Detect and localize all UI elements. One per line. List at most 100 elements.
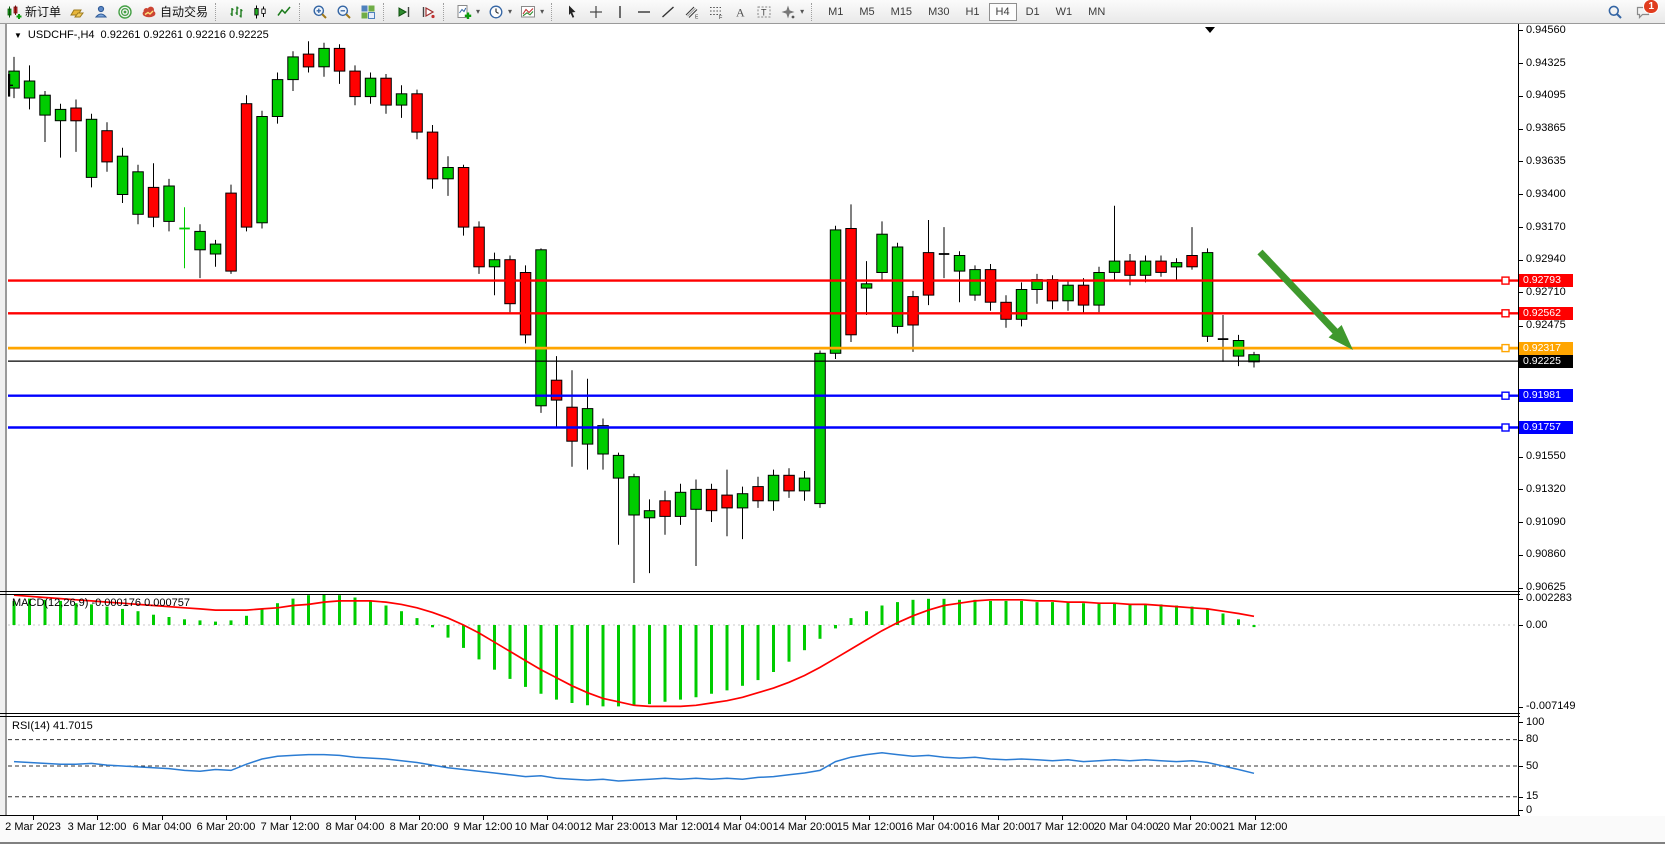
text-label-button[interactable]: T [752,1,776,23]
time-axis-label: 13 Mar 12:00 [643,821,709,833]
time-axis-label: 14 Mar 04:00 [707,821,773,833]
market-watch-button[interactable] [65,1,89,23]
search-icon [1607,4,1623,20]
time-axis-tick [869,816,870,820]
clock-icon [488,4,504,20]
community-button[interactable] [89,1,113,23]
macd-axis-tick [1518,625,1523,626]
price-axis-tick [1518,555,1523,556]
chevron-down-icon[interactable]: ▼ [14,30,22,40]
time-axis-tick [1062,816,1063,820]
price-axis-tick [1518,30,1523,31]
time-axis-label: 8 Mar 04:00 [325,821,385,833]
gold-icon [69,4,85,20]
horizontal-line-button[interactable] [632,1,656,23]
rsi-canvas[interactable] [8,716,1518,815]
trendline-button[interactable] [656,1,680,23]
shapes-button[interactable]: ▾ [776,1,808,23]
price-axis-label: 0.90860 [1526,548,1566,560]
crosshair-icon [588,4,604,20]
timeframe-button-mn[interactable]: MN [1088,5,1106,18]
cursor-button[interactable] [560,1,584,23]
panel-divider[interactable] [0,713,1520,714]
time-axis-tick [998,816,999,820]
new-order-button-label: 新订单 [25,5,62,19]
candlestick-chart-button[interactable] [248,1,272,23]
add-indicator-button[interactable]: ▾ [452,1,484,23]
timeframe-button-h1[interactable]: H1 [965,5,980,18]
time-axis-label: 6 Mar 20:00 [196,821,256,833]
timeframe-button-h4[interactable]: H4 [988,2,1017,21]
time-axis-label: 20 Mar 20:00 [1157,821,1223,833]
price-level-tag: 0.91981 [1519,389,1573,402]
time-axis-tick [1255,816,1256,820]
chevron-down-icon[interactable]: ▾ [508,7,513,16]
text-icon: A [732,4,748,20]
timeframe-button-m1[interactable]: M1 [828,5,844,18]
vertical-line-button[interactable] [608,1,632,23]
zoom-out-icon [336,4,352,20]
macd-canvas[interactable] [8,594,1518,713]
panel-divider[interactable] [0,591,1520,592]
toolbar-separator [299,2,304,21]
chevron-down-icon[interactable]: ▾ [540,7,545,16]
timeframe-button-m30[interactable]: M30 [928,5,950,18]
equidistant-channel-button[interactable]: E [680,1,704,23]
template-icon [520,4,536,20]
price-axis-label: 0.92710 [1526,286,1566,298]
chevron-down-icon[interactable]: ▾ [476,7,481,16]
price-axis-tick [1518,161,1523,162]
signals-button[interactable] [113,1,137,23]
toolbar-separator [443,2,448,21]
price-axis-label: 0.92475 [1526,319,1566,331]
chart-ohlc-values: 0.92261 0.92261 0.92216 0.92225 [100,29,269,41]
time-axis-label: 20 Mar 04:00 [1093,821,1159,833]
price-axis-tick [1518,96,1523,97]
price-axis-tick [1518,129,1523,130]
time-axis-label: 2 Mar 2023 [5,821,61,833]
time-axis-tick [419,816,420,820]
timeframe-button-m15[interactable]: M15 [890,5,913,18]
timeframe-button-d1[interactable]: D1 [1025,5,1040,18]
time-axis-tick [483,816,484,820]
rsi-axis-label: 15 [1526,790,1539,802]
vertical-line-icon [612,4,628,20]
price-axis-label: 0.91320 [1526,483,1566,495]
time-axis-label: 12 Mar 23:00 [579,821,645,833]
time-axis[interactable]: 2 Mar 2023 3 Mar 12:00 6 Mar 04:00 6 Mar 20… [0,816,1665,842]
zoom-in-button[interactable] [308,1,332,23]
chevron-down-icon[interactable]: ▾ [800,7,805,16]
fibonacci-button[interactable]: F [704,1,728,23]
rsi-axis-tick [1518,740,1523,741]
time-axis-tick [676,816,677,820]
new-order-button[interactable]: 新订单 [2,1,65,23]
timeframe-button-m5[interactable]: M5 [859,5,875,18]
line-chart-icon [276,4,292,20]
periods-button[interactable]: ▾ [484,1,516,23]
zoom-out-button[interactable] [332,1,356,23]
bar-chart-button[interactable] [224,1,248,23]
templates-button[interactable]: ▾ [516,1,548,23]
shapes-icon [780,4,796,20]
text-button[interactable]: A [728,1,752,23]
timeframe-button-w1[interactable]: W1 [1055,5,1073,18]
time-axis-tick [740,816,741,820]
crosshair-button[interactable] [584,1,608,23]
auto-trading-button[interactable]: 自动交易 [137,1,212,23]
auto-scroll-button[interactable] [392,1,416,23]
notifications-button[interactable]: 1 [1633,0,1659,22]
search-button[interactable] [1605,2,1625,22]
time-axis-tick [355,816,356,820]
line-chart-button[interactable] [272,1,296,23]
svg-text:A: A [736,5,745,19]
price-axis-tick [1518,292,1523,293]
chart-shift-button[interactable] [416,1,440,23]
macd-axis-label: -0.007149 [1526,700,1576,712]
tile-windows-button[interactable] [356,1,380,23]
price-axis-tick [1518,326,1523,327]
horizontal-line-icon [636,4,652,20]
price-axis-line [1518,24,1519,816]
main-chart-canvas[interactable] [8,24,1518,591]
text-label-icon: T [756,4,772,20]
